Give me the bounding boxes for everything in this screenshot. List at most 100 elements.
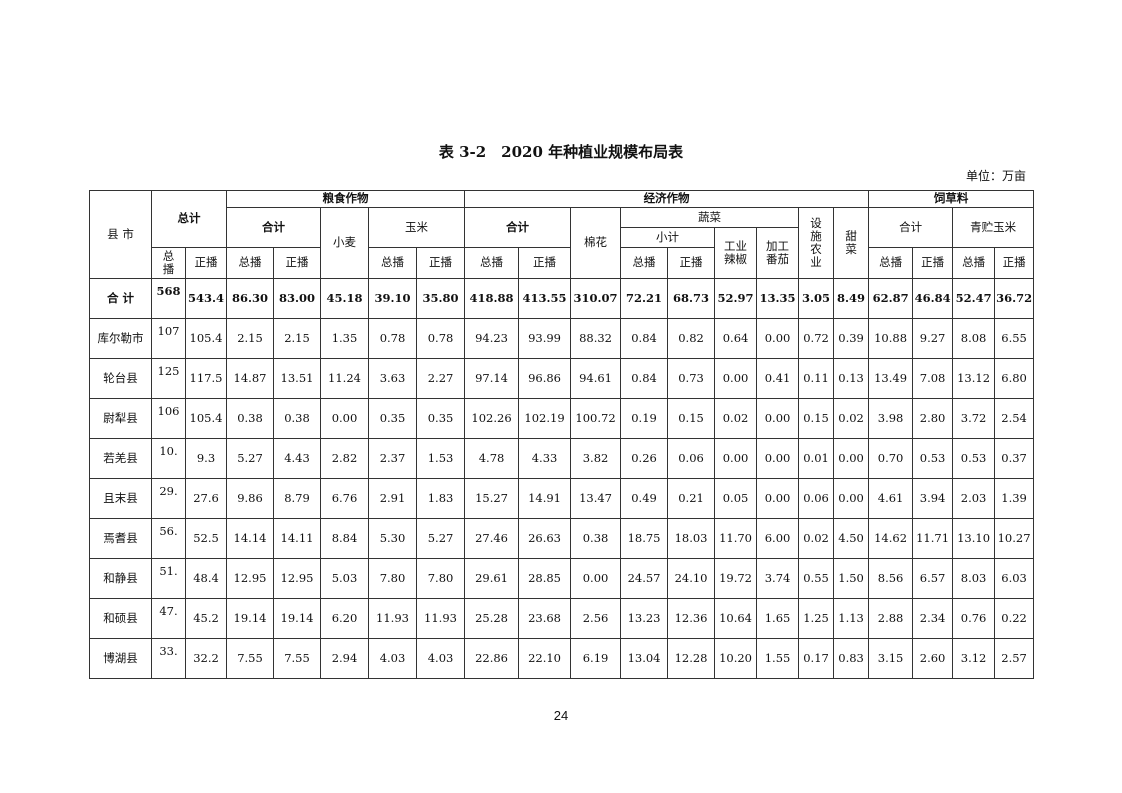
header-tomato: 加工番茄 — [756, 227, 800, 279]
table-cell: 13.04 — [620, 638, 669, 679]
table-cell: 52.97 — [714, 278, 758, 319]
county-name: 和硕县 — [89, 598, 152, 639]
subheader-economic-total-sown: 总播 — [464, 247, 520, 279]
table-cell: 29. — [151, 478, 186, 519]
table-cell: 0.11 — [798, 358, 835, 399]
county-name: 尉犁县 — [89, 398, 152, 439]
table-cell: 568 — [151, 278, 186, 319]
table-cell: 11.93 — [415, 598, 466, 639]
table-cell: 18.03 — [667, 518, 716, 559]
table-cell: 0.15 — [667, 398, 716, 439]
table-cell: 72.21 — [620, 278, 669, 319]
county-name: 库尔勒市 — [89, 318, 152, 359]
table-row: 轮台县 125 117.5 14.87 13.51 11.24 3.63 2.27 97.14 9… — [89, 358, 1035, 399]
table-cell: 1.39 — [994, 478, 1035, 519]
table-cell: 3.63 — [368, 358, 417, 399]
subheader-forage-direct-sown: 正播 — [912, 247, 954, 279]
table-cell: 0.02 — [714, 398, 758, 439]
table-cell: 10.20 — [714, 638, 758, 679]
table-cell: 27.6 — [185, 478, 227, 519]
table-cell: 27.46 — [464, 518, 520, 559]
table-cell: 5.03 — [320, 558, 369, 599]
table-cell: 0.02 — [833, 398, 870, 439]
table-cell: 0.06 — [798, 478, 835, 519]
table-cell: 48.4 — [185, 558, 227, 599]
table-cell: 23.68 — [518, 598, 572, 639]
table-cell: 0.76 — [952, 598, 996, 639]
table-cell: 105.4 — [185, 398, 227, 439]
table-cell: 0.00 — [756, 438, 800, 479]
table-cell: 8.49 — [833, 278, 870, 319]
table-cell: 2.15 — [226, 318, 274, 359]
table-cell: 15.27 — [464, 478, 520, 519]
table-cell: 88.32 — [570, 318, 622, 359]
table-cell: 5.27 — [226, 438, 274, 479]
header-grain: 粮食作物 — [225, 190, 466, 208]
table-cell: 2.57 — [994, 638, 1035, 679]
table-cell: 12.28 — [667, 638, 716, 679]
table-cell: 52.5 — [185, 518, 227, 559]
header-pepper: 工业辣椒 — [714, 227, 758, 279]
subheader-economic-direct-sown: 正播 — [518, 247, 572, 279]
table-row: 和静县 51. 48.4 12.95 12.95 5.03 7.80 7.80 29.61 28.… — [89, 558, 1035, 599]
table-cell: 0.00 — [714, 438, 758, 479]
county-name: 合 计 — [89, 278, 152, 319]
table-cell: 19.14 — [226, 598, 274, 639]
page-number: 24 — [553, 708, 569, 723]
table-cell: 8.08 — [952, 318, 996, 359]
table-cell: 0.00 — [756, 478, 800, 519]
table-cell: 11.70 — [714, 518, 758, 559]
table-cell: 1.55 — [756, 638, 800, 679]
planting-scale-table: 县 市 总计 粮食作物 经济作物 饲草料 合计 小麦 玉米 合计 棉花 蔬菜 设… — [89, 190, 1035, 679]
table-cell: 0.19 — [620, 398, 669, 439]
unit-label: 单位：万亩 — [965, 169, 1026, 183]
table-cell: 29.61 — [464, 558, 520, 599]
table-row: 和硕县 47. 45.2 19.14 19.14 6.20 11.93 11.93 25.28 2… — [89, 598, 1035, 639]
table-cell: 0.70 — [868, 438, 914, 479]
table-cell: 13.35 — [756, 278, 800, 319]
table-cell: 3.98 — [868, 398, 914, 439]
table-cell: 0.17 — [798, 638, 835, 679]
table-cell: 56. — [151, 518, 186, 559]
table-cell: 32.2 — [185, 638, 227, 679]
subheader-corn-direct-sown: 正播 — [415, 247, 466, 279]
table-cell: 413.55 — [518, 278, 572, 319]
table-cell: 418.88 — [464, 278, 520, 319]
table-cell: 4.03 — [415, 638, 466, 679]
table-cell: 22.86 — [464, 638, 520, 679]
table-cell: 7.55 — [273, 638, 321, 679]
table-cell: 0.38 — [570, 518, 622, 559]
table-cell: 0.00 — [833, 438, 870, 479]
table-cell: 86.30 — [226, 278, 274, 319]
table-cell: 0.35 — [415, 398, 466, 439]
table-row: 且末县 29. 27.6 9.86 8.79 6.76 2.91 1.83 15.27 14.91… — [89, 478, 1035, 519]
table-cell: 1.35 — [320, 318, 369, 359]
table-cell: 1.13 — [833, 598, 870, 639]
table-cell: 1.65 — [756, 598, 800, 639]
header-silage-corn: 青贮玉米 — [952, 207, 1035, 248]
table-cell: 11.24 — [320, 358, 369, 399]
table-cell: 0.72 — [798, 318, 835, 359]
table-cell: 1.83 — [415, 478, 466, 519]
table-cell: 0.73 — [667, 358, 716, 399]
table-cell: 117.5 — [185, 358, 227, 399]
table-cell: 106 — [151, 398, 186, 439]
table-cell: 310.07 — [570, 278, 622, 319]
table-cell: 102.26 — [464, 398, 520, 439]
county-name: 若羌县 — [89, 438, 152, 479]
county-name: 轮台县 — [89, 358, 152, 399]
table-cell: 4.43 — [273, 438, 321, 479]
table-cell: 4.03 — [368, 638, 417, 679]
table-cell: 0.55 — [798, 558, 835, 599]
table-cell: 19.72 — [714, 558, 758, 599]
table-cell: 12.95 — [226, 558, 274, 599]
table-cell: 46.84 — [912, 278, 954, 319]
table-cell: 2.54 — [994, 398, 1035, 439]
table-cell: 13.49 — [868, 358, 914, 399]
table-cell: 4.78 — [464, 438, 520, 479]
table-cell: 62.87 — [868, 278, 914, 319]
header-grain-subtotal: 合计 — [226, 207, 321, 248]
table-cell: 13.12 — [952, 358, 996, 399]
header-county: 县 市 — [89, 190, 152, 279]
table-cell: 93.99 — [518, 318, 572, 359]
